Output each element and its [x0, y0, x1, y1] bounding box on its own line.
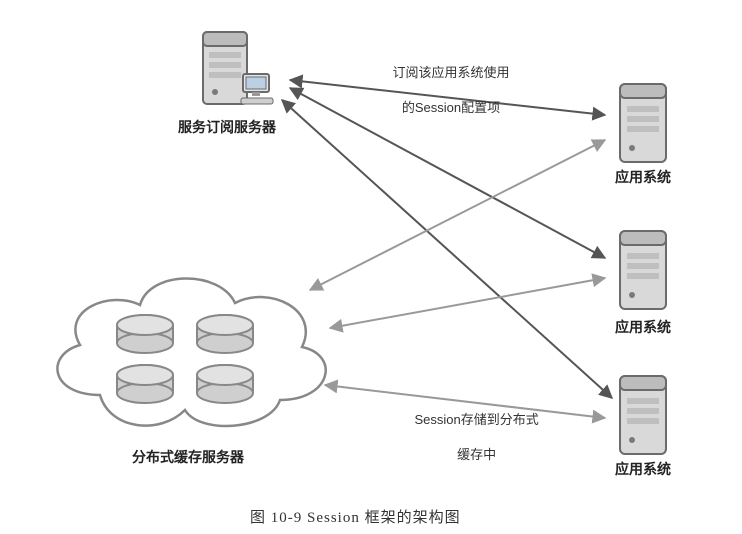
app-server-2-icon — [610, 225, 680, 317]
edge-label-subscribe-line1: 订阅该应用系统使用 — [392, 65, 509, 80]
edge-line — [330, 278, 605, 328]
app-server-3-icon — [610, 370, 680, 462]
app-server-1-icon — [610, 78, 680, 170]
edge-label-subscribe-line2: 的Session配置项 — [402, 100, 500, 115]
edge-line — [310, 140, 605, 290]
edge-label-store-line2: 缓存中 — [457, 447, 496, 462]
app1-label: 应用系统 — [615, 168, 671, 186]
diagram-stage: 服务订阅服务器 应用系统 应用系统 应用系统 — [0, 0, 742, 534]
subscriber-server-icon — [195, 22, 295, 122]
edge-label-store-line1: Session存储到分布式 — [414, 412, 538, 427]
app2-label: 应用系统 — [615, 318, 671, 336]
edge-label-store: Session存储到分布式 缓存中 — [400, 393, 539, 481]
app3-label: 应用系统 — [615, 460, 671, 478]
cache-cloud-icon — [40, 255, 340, 445]
figure-caption: 图 10-9 Session 框架的架构图 — [250, 506, 461, 527]
subscriber-label: 服务订阅服务器 — [178, 118, 276, 136]
edge-label-subscribe: 订阅该应用系统使用 的Session配置项 — [378, 46, 509, 134]
cache-label: 分布式缓存服务器 — [132, 448, 244, 466]
